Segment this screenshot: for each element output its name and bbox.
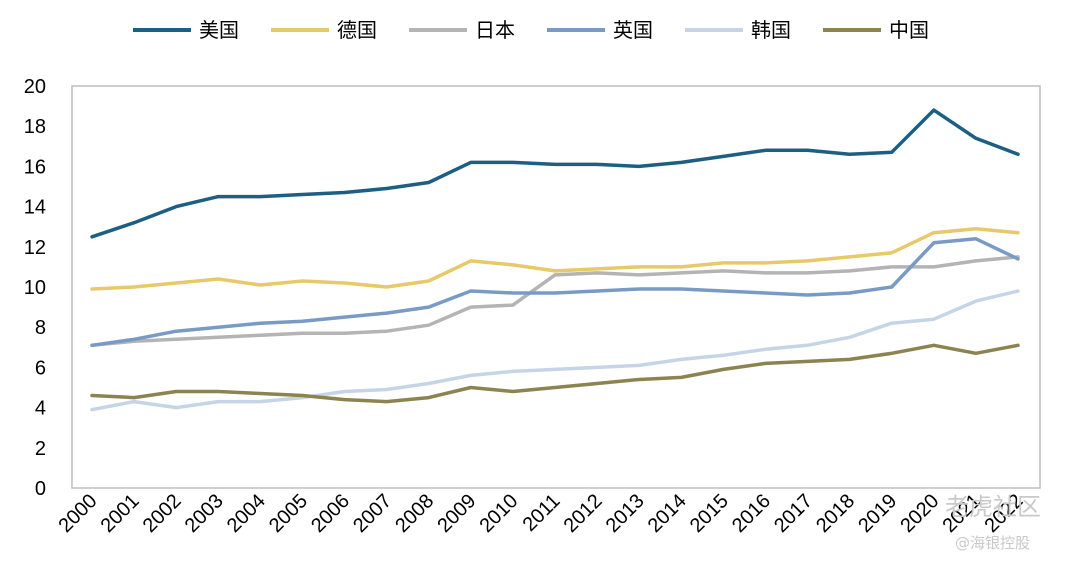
x-tick-label: 2001 [97, 490, 144, 537]
x-tick-label: 2020 [896, 490, 943, 537]
x-tick-label: 2003 [181, 490, 228, 537]
series-line-3 [90, 237, 1020, 348]
y-tick-label: 20 [24, 76, 46, 98]
y-tick-label: 16 [24, 156, 46, 178]
legend-item: 中国 [823, 18, 929, 42]
legend-label: 美国 [199, 18, 239, 42]
series-line-2 [90, 255, 1020, 348]
watermark-logo-text: 老虎社区 [945, 493, 1041, 521]
x-tick-label: 2016 [728, 490, 775, 537]
legend-label: 德国 [337, 18, 377, 42]
x-tick-label: 2013 [602, 490, 649, 537]
x-tick-label: 2009 [433, 490, 480, 537]
watermark: 老虎社区 @海银控股 [945, 493, 1041, 552]
x-tick-label: 2018 [812, 490, 859, 537]
legend-item: 德国 [271, 18, 377, 42]
legend-label: 中国 [889, 18, 929, 42]
x-tick-label: 2019 [854, 490, 901, 537]
legend-item: 英国 [547, 18, 653, 42]
y-tick-label: 0 [35, 478, 46, 500]
legend-item: 韩国 [685, 18, 791, 42]
x-tick-label: 2008 [391, 490, 438, 537]
y-tick-label: 8 [35, 317, 46, 339]
y-axis: 0 2 4 6 8 10 12 14 16 18 20 [24, 76, 46, 500]
x-tick-label: 2014 [644, 490, 691, 537]
y-tick-label: 6 [35, 357, 46, 379]
y-tick-label: 10 [24, 277, 46, 299]
x-tick-label: 2017 [770, 490, 817, 537]
watermark-sub-text: @海银控股 [955, 534, 1030, 552]
series-line-1 [90, 226, 1020, 291]
series-line-4 [90, 289, 1020, 412]
x-tick-label: 2002 [139, 490, 186, 537]
series-line-0 [90, 108, 1020, 239]
legend-label: 英国 [613, 18, 653, 42]
legend-item: 日本 [409, 18, 515, 42]
legend-label: 韩国 [751, 18, 791, 42]
y-tick-label: 4 [35, 398, 46, 420]
y-tick-label: 14 [24, 197, 46, 219]
x-tick-label: 2006 [307, 490, 354, 537]
plot-frame [71, 85, 1041, 489]
x-axis: 2000200120022003200420052006200720082009… [55, 490, 1028, 537]
y-tick-label: 2 [35, 438, 46, 460]
x-tick-label: 2004 [223, 490, 270, 537]
legend-item: 美国 [133, 18, 239, 42]
x-tick-label: 2007 [349, 490, 396, 537]
x-tick-label: 2010 [475, 490, 522, 537]
x-tick-label: 2000 [55, 490, 102, 537]
legend-label: 日本 [475, 18, 515, 42]
y-tick-label: 18 [24, 116, 46, 138]
legend: 美国 德国 日本 英国 韩国 中国 [133, 18, 929, 42]
series-line-5 [90, 343, 1020, 404]
series-lines [90, 108, 1020, 412]
x-tick-label: 2005 [265, 490, 312, 537]
x-tick-label: 2012 [560, 490, 607, 537]
x-tick-label: 2011 [519, 490, 565, 536]
x-tick-label: 2015 [686, 490, 733, 537]
y-tick-label: 12 [24, 237, 46, 259]
